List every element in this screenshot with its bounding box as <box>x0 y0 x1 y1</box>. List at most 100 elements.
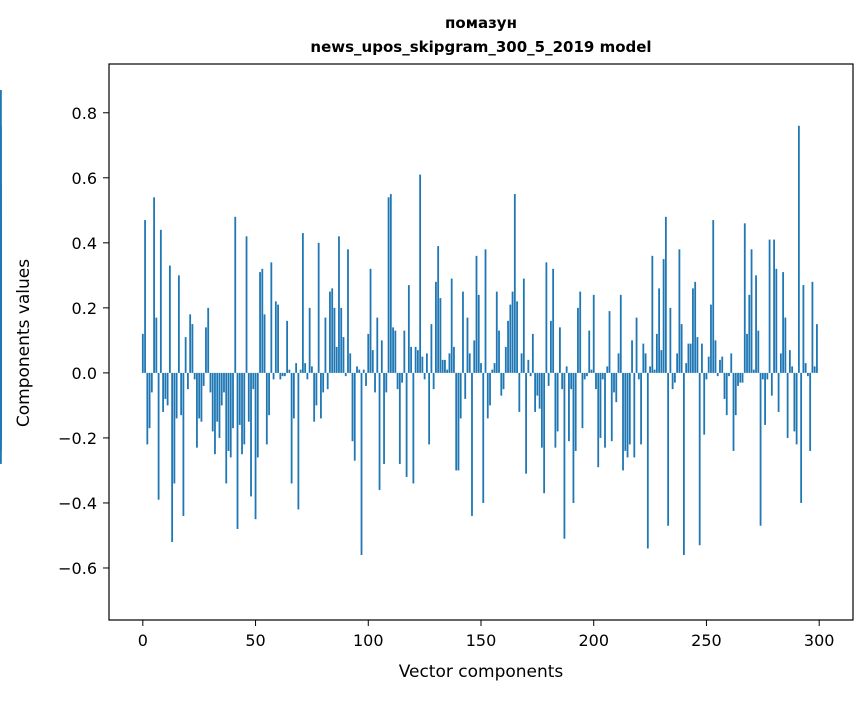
bar-123 <box>419 174 422 373</box>
bar-129 <box>432 372 435 390</box>
bar-133 <box>441 359 444 373</box>
bar-239 <box>680 324 683 373</box>
bar-163 <box>509 304 512 373</box>
bar-20 <box>187 372 189 390</box>
bar-55 <box>265 372 268 445</box>
bar-33 <box>216 372 219 422</box>
bar-76 <box>313 372 316 422</box>
bar-295 <box>807 372 809 377</box>
bar-184 <box>556 372 559 432</box>
bar-undefined <box>0 184 2 373</box>
bar-65 <box>288 369 291 373</box>
bar-214 <box>624 372 627 451</box>
bar-64 <box>286 320 289 373</box>
bar-299 <box>816 324 818 373</box>
bar-10 <box>164 372 167 399</box>
bar-59 <box>274 301 277 373</box>
bar-244 <box>692 288 694 373</box>
bar-152 <box>484 249 487 373</box>
bar-56 <box>268 372 270 416</box>
bar-110 <box>389 194 392 373</box>
y-tick-label: 0.8 <box>72 104 97 123</box>
bar-228 <box>655 333 658 373</box>
bar-120 <box>412 372 415 484</box>
ticks-group: 0 50 100 150 200 250 300 −0.6 −0.4 −0.2 0.0 0.2 0.4 0… <box>58 104 834 650</box>
bar-67 <box>292 372 295 419</box>
bar-80 <box>322 372 325 393</box>
bar-82 <box>326 372 329 390</box>
bar-255 <box>716 372 719 377</box>
bar-28 <box>205 327 207 373</box>
plot-frame <box>108 63 854 621</box>
bar-222 <box>642 343 645 373</box>
bar-174 <box>534 372 537 412</box>
bar-85 <box>333 307 336 373</box>
bar-134 <box>444 359 446 373</box>
bar-157 <box>495 291 498 373</box>
bar-257 <box>721 356 724 373</box>
bar-183 <box>554 372 557 448</box>
bar-102 <box>371 350 374 373</box>
bar-226 <box>651 255 654 373</box>
bar-212 <box>619 294 622 373</box>
bar-198 <box>588 330 591 373</box>
bar-238 <box>678 249 681 373</box>
bar-170 <box>525 372 527 474</box>
bar-260 <box>728 372 730 377</box>
bar-281 <box>775 268 778 373</box>
bar-241 <box>685 363 688 373</box>
bar-130 <box>435 281 437 373</box>
bar-247 <box>698 372 701 546</box>
bar-101 <box>369 268 372 373</box>
bar-256 <box>719 359 721 373</box>
bar-73 <box>306 372 309 380</box>
bar-68 <box>295 363 298 373</box>
bar-49 <box>252 372 255 390</box>
bar-202 <box>597 372 600 468</box>
bar-75 <box>311 366 313 373</box>
bar-286 <box>786 372 789 438</box>
bar-8 <box>159 229 162 373</box>
bar-108 <box>385 372 388 393</box>
bar-128 <box>430 324 433 373</box>
bar-87 <box>338 236 340 373</box>
bar-36 <box>223 372 225 393</box>
bar-2 <box>146 372 149 445</box>
bar-189 <box>568 372 570 442</box>
bar-43 <box>238 372 241 425</box>
x-axis-label: Vector components <box>399 662 564 682</box>
bar-279 <box>770 372 773 396</box>
bar-142 <box>462 291 464 373</box>
bar-32 <box>214 372 216 455</box>
bar-277 <box>766 372 769 380</box>
bar-13 <box>171 372 174 542</box>
bar-275 <box>761 372 764 380</box>
bar-245 <box>694 281 697 373</box>
bar-230 <box>660 350 663 373</box>
bar-145 <box>468 353 471 373</box>
bar-24 <box>196 372 198 448</box>
bar-282 <box>777 372 780 412</box>
bar-14 <box>173 372 176 484</box>
bar-192 <box>574 372 577 451</box>
bar-107 <box>383 372 385 464</box>
x-tick-label: 200 <box>578 631 609 650</box>
bar-31 <box>211 372 214 432</box>
bar-150 <box>480 363 482 373</box>
bar-27 <box>202 372 205 386</box>
bar-98 <box>362 369 365 373</box>
bar-246 <box>696 337 699 373</box>
bar-100 <box>367 333 370 373</box>
bar-106 <box>380 340 383 373</box>
bar-171 <box>527 359 530 373</box>
bar-78 <box>317 242 320 373</box>
bar-178 <box>543 372 546 494</box>
bar-125 <box>423 372 426 380</box>
bar-11 <box>166 372 169 406</box>
bar-227 <box>653 369 656 373</box>
bar-1 <box>144 220 146 373</box>
bar-111 <box>392 327 394 373</box>
bar-169 <box>522 278 525 373</box>
bar-77 <box>315 372 318 406</box>
bar-233 <box>667 372 670 526</box>
